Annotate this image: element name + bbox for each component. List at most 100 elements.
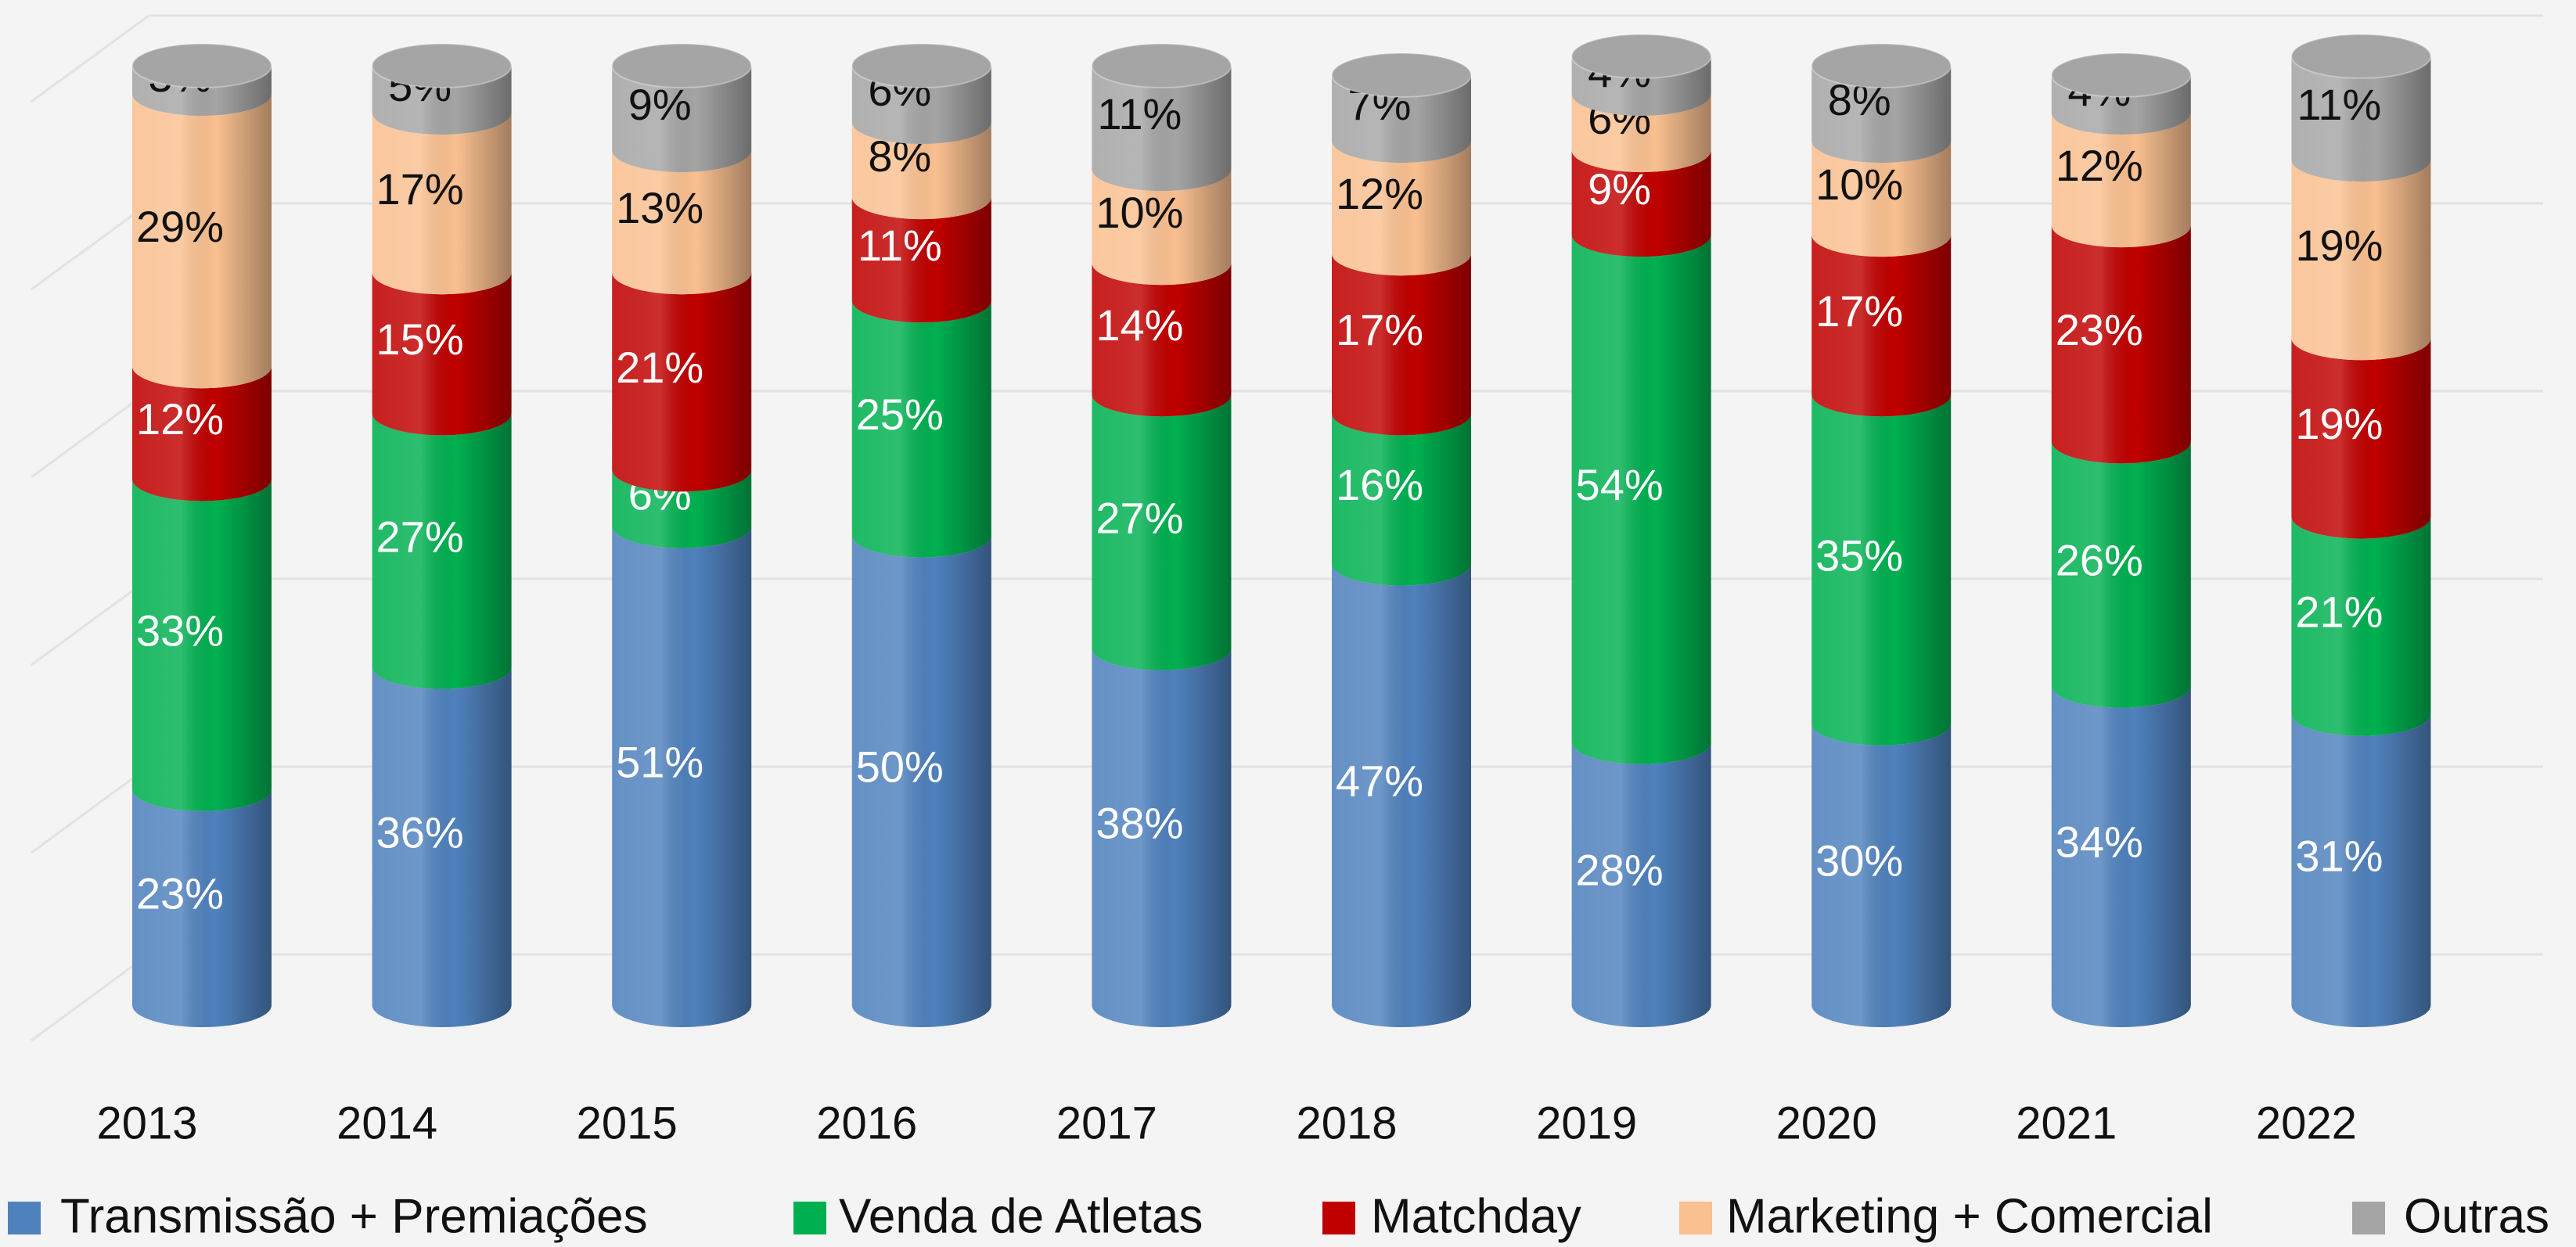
bar-shade: [1811, 235, 1952, 417]
data-label: 50%: [856, 742, 944, 792]
bar-shade: [1092, 394, 1232, 670]
bar-cap: [851, 43, 992, 88]
data-label: 10%: [1096, 188, 1183, 237]
data-label: 38%: [1096, 799, 1183, 848]
data-label: 33%: [136, 606, 224, 655]
bar-shade: [372, 413, 512, 689]
bar-shade: [2291, 160, 2431, 361]
bar-shade: [1571, 56, 1711, 117]
legend-swatch: [8, 1202, 41, 1234]
data-label: 12%: [1336, 169, 1423, 218]
bar-cap: [131, 43, 272, 88]
bar-shade: [1092, 169, 1232, 286]
x-tick-label: 2016: [816, 1098, 917, 1148]
legend-label: Marketing + Comercial: [1726, 1189, 2213, 1243]
data-label: 54%: [1576, 460, 1664, 509]
data-label: 19%: [2295, 399, 2383, 448]
bar-shade: [372, 272, 512, 436]
bar-shade: [2291, 56, 2431, 182]
bar-shade: [132, 479, 272, 811]
data-label: 27%: [1096, 493, 1183, 542]
bar-shade: [1092, 263, 1232, 417]
data-label: 21%: [616, 343, 703, 392]
bar-shade: [1811, 141, 1952, 257]
bar-cap: [1570, 33, 1712, 79]
data-label: 15%: [376, 314, 464, 364]
bar-shade: [2051, 225, 2191, 464]
data-label: 51%: [616, 738, 703, 787]
data-label: 23%: [136, 869, 224, 918]
bar-shade: [851, 122, 991, 220]
data-label: 11%: [1097, 89, 1182, 138]
legend-label: Venda de Atletas: [839, 1189, 1203, 1243]
data-label: 11%: [2297, 80, 2381, 129]
legend-swatch: [793, 1202, 826, 1234]
x-tick-label: 2019: [1536, 1098, 1637, 1148]
data-label: 17%: [1336, 305, 1423, 354]
data-label: 30%: [1815, 836, 1903, 886]
bar-shade: [612, 150, 752, 295]
bar-shade: [372, 667, 512, 1027]
bar-shade: [2051, 113, 2191, 248]
legend-label: Transmissão + Premiações: [60, 1189, 648, 1243]
bar-shade: [1332, 141, 1471, 276]
bar-shade: [1092, 66, 1232, 192]
data-label: 19%: [2295, 221, 2383, 270]
x-tick-label: 2014: [336, 1098, 437, 1148]
bar-shade: [2051, 441, 2191, 708]
data-label: 17%: [376, 164, 464, 214]
bar-shade: [851, 535, 991, 1028]
bar-shade: [1571, 235, 1711, 764]
bar-shade: [612, 272, 752, 492]
bar-shade: [2051, 685, 2191, 1028]
bar-cap: [2050, 52, 2192, 99]
bar-shade: [851, 300, 991, 558]
data-label: 10%: [1815, 160, 1903, 209]
bar-shade: [1332, 75, 1471, 164]
data-label: 14%: [1096, 300, 1183, 350]
data-label: 34%: [2056, 818, 2143, 867]
bar-cap: [1091, 43, 1232, 88]
bar-shade: [2291, 338, 2431, 539]
x-tick-label: 2017: [1056, 1098, 1157, 1148]
bar-shade: [372, 66, 512, 135]
x-tick-label: 2020: [1776, 1098, 1877, 1148]
x-tick-label: 2013: [96, 1098, 197, 1148]
data-label: 17%: [1815, 286, 1903, 336]
data-label: 16%: [1336, 460, 1423, 509]
bar-shade: [1811, 394, 1952, 746]
legend-label: Matchday: [1371, 1189, 1581, 1243]
bar-shade: [2291, 713, 2431, 1028]
bar-cap: [611, 43, 753, 88]
bar-cap: [371, 43, 513, 88]
bar-cap: [2290, 33, 2432, 79]
bar-shade: [132, 789, 272, 1027]
bar-shade: [2051, 75, 2191, 135]
data-label: 31%: [2295, 832, 2383, 881]
bar-shade: [1811, 723, 1952, 1028]
data-label: 12%: [136, 394, 224, 444]
bar-shade: [2291, 516, 2431, 736]
data-label: 12%: [2056, 141, 2143, 190]
x-tick-label: 2021: [2016, 1098, 2117, 1148]
bar-shade: [1092, 648, 1232, 1028]
data-label: 23%: [2056, 305, 2143, 354]
x-tick-label: 2018: [1296, 1098, 1397, 1148]
bar-shade: [1332, 563, 1471, 1027]
bar-shade: [851, 197, 991, 323]
data-label: 35%: [1815, 530, 1903, 580]
bar-shade: [612, 66, 752, 173]
legend-label: Outras: [2404, 1189, 2549, 1243]
data-label: 25%: [856, 390, 944, 439]
bar-shade: [132, 94, 272, 389]
data-label: 11%: [858, 221, 942, 270]
data-label: 36%: [376, 808, 464, 857]
bar-shade: [612, 469, 752, 548]
data-label: 28%: [1576, 846, 1664, 895]
x-tick-label: 2022: [2256, 1098, 2357, 1148]
data-label: 13%: [616, 183, 703, 232]
data-label: 9%: [628, 80, 692, 129]
legend-swatch: [2352, 1202, 2385, 1234]
bar-shade: [132, 366, 272, 501]
